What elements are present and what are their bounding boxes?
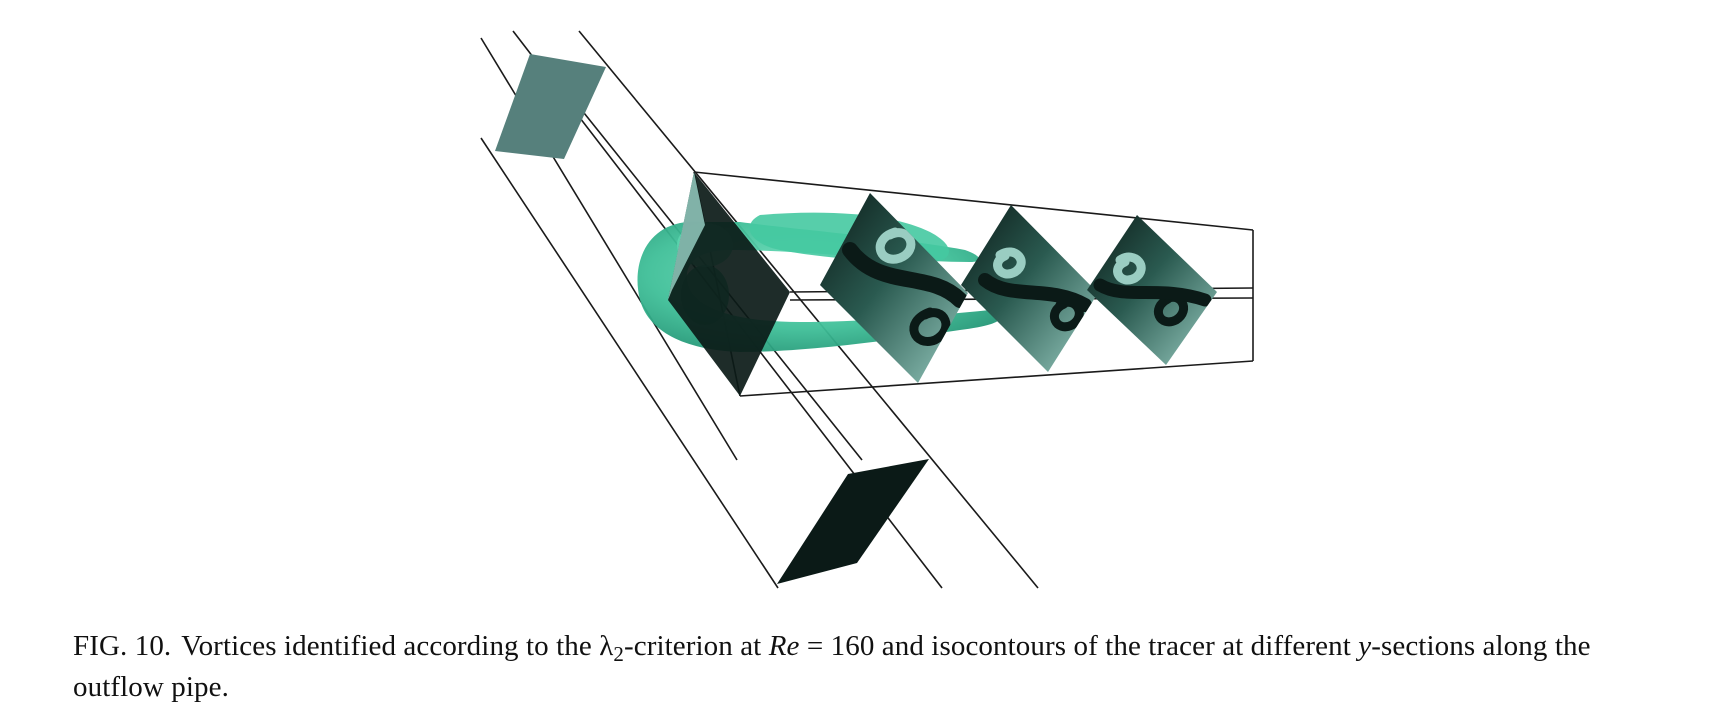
figure-label: FIG. 10.: [73, 630, 172, 662]
figure-caption: FIG. 10. Vortices identified according to…: [73, 626, 1663, 708]
tracer-slice-3: [961, 205, 1098, 372]
reynolds-symbol: Re: [768, 630, 800, 662]
caption-text-2: -criterion at: [623, 630, 769, 662]
tracer-slice-4: [1087, 215, 1217, 365]
inlet-cap-top: [495, 54, 606, 159]
tracer-slice-2: [820, 193, 968, 383]
lambda-subscript: 2: [613, 642, 624, 666]
lambda-symbol: λ: [599, 630, 614, 662]
tracer-slice-1-light: [668, 172, 705, 300]
caption-text-4: -sections along the outflow pipe.: [73, 630, 1591, 703]
caption-text-3: = 160 and isocontours of the tracer at d…: [799, 630, 1359, 662]
y-symbol: y: [1358, 630, 1372, 662]
caption-text-1: Vortices identified according to the: [181, 630, 600, 662]
inlet-cap-bottom: [777, 459, 929, 584]
tracer-slice-1: [668, 172, 790, 396]
vortex-figure: [480, 30, 1254, 589]
